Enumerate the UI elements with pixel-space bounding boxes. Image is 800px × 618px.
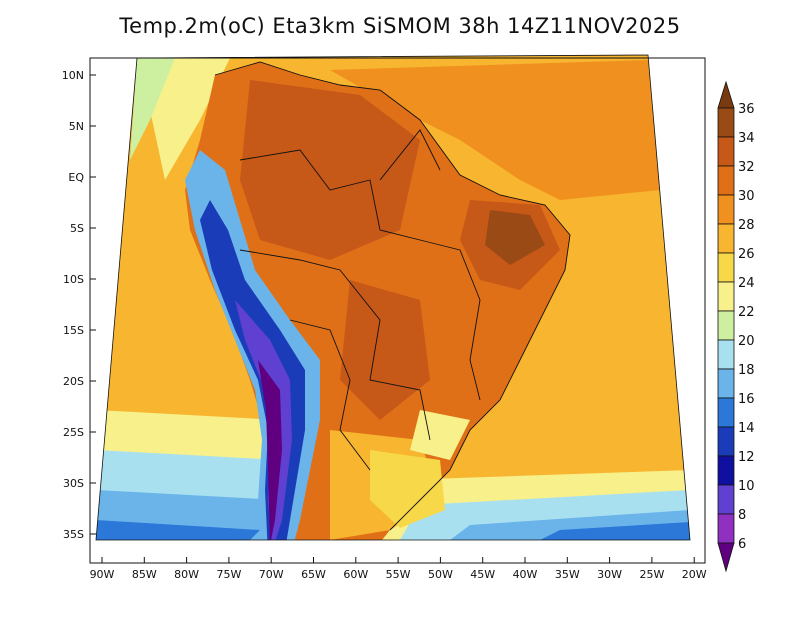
colorbar-label: 34 <box>738 131 755 146</box>
lat-tick-label: EQ <box>68 171 84 184</box>
colorbar-label: 30 <box>738 189 755 204</box>
colorbar-swatch <box>717 310 735 341</box>
colorbar-label: 18 <box>738 363 755 378</box>
lat-tick-label: 10N <box>62 69 84 82</box>
colorbar-label: 6 <box>738 537 746 552</box>
colorbar-min-arrow <box>717 542 735 573</box>
colorbar-label: 28 <box>738 218 755 233</box>
colorbar-swatch <box>717 339 735 370</box>
lon-tick-label: 75W <box>216 568 241 581</box>
colorbar-label: 12 <box>738 450 755 465</box>
colorbar-label: 10 <box>738 479 755 494</box>
map-domain-outline <box>95 54 691 541</box>
colorbar-swatch <box>717 368 735 399</box>
colorbar-swatch <box>717 397 735 428</box>
lon-tick-label: 35W <box>555 568 580 581</box>
latitude-axis: 10N 5N EQ 5S 10S 15S 20S 25S 30S 35S <box>62 69 96 541</box>
colorbar-swatch <box>717 252 735 283</box>
colorbar-swatch <box>717 484 735 515</box>
lat-tick-label: 5N <box>69 120 84 133</box>
lon-tick-label: 30W <box>597 568 622 581</box>
lat-tick-label: 30S <box>63 477 84 490</box>
colorbar-label: 26 <box>738 247 755 262</box>
lon-tick-label: 25W <box>639 568 664 581</box>
colorbar-label: 16 <box>738 392 755 407</box>
colorbar-label: 22 <box>738 305 755 320</box>
lon-tick-label: 70W <box>259 568 284 581</box>
colorbar-swatch <box>717 136 735 167</box>
lon-tick-label: 65W <box>301 568 326 581</box>
colorbar-label: 20 <box>738 334 755 349</box>
longitude-axis: 90W 85W 80W 75W 70W 65W 60W 55W 50W 45W 40W 35W 30W 2… <box>90 557 707 581</box>
lon-tick-label: 80W <box>174 568 199 581</box>
colorbar-label: 36 <box>738 102 755 117</box>
country-borders <box>214 61 571 531</box>
colorbar-label: 24 <box>738 276 755 291</box>
lat-tick-label: 20S <box>63 375 84 388</box>
colorbar-swatch <box>717 455 735 486</box>
colorbar-label: 32 <box>738 160 755 175</box>
colorbar-swatch <box>717 513 735 544</box>
lat-tick-label: 10S <box>63 273 84 286</box>
colorbar-swatch <box>717 223 735 254</box>
lon-tick-label: 85W <box>132 568 157 581</box>
colorbar-swatch <box>717 107 735 138</box>
lon-tick-label: 45W <box>470 568 495 581</box>
lon-tick-label: 40W <box>513 568 538 581</box>
lon-tick-label: 90W <box>90 568 115 581</box>
colorbar-max-arrow <box>717 80 735 109</box>
lon-tick-label: 60W <box>343 568 368 581</box>
lon-tick-label: 20W <box>682 568 707 581</box>
colorbar-swatch <box>717 281 735 312</box>
colorbar-label: 14 <box>738 421 755 436</box>
lon-tick-label: 50W <box>428 568 453 581</box>
lon-tick-label: 55W <box>386 568 411 581</box>
colorbar-swatch <box>717 165 735 196</box>
lat-tick-label: 35S <box>63 528 84 541</box>
lat-tick-label: 5S <box>70 222 84 235</box>
temperature-field <box>96 55 690 540</box>
temperature-colorbar: 36 34 32 30 28 26 24 22 20 18 16 14 12 10 8 6 <box>717 80 755 573</box>
colorbar-swatch <box>717 194 735 225</box>
map-frame <box>89 57 706 564</box>
colorbar-label: 8 <box>738 508 746 523</box>
lat-tick-label: 15S <box>63 324 84 337</box>
map-title: Temp.2m(oC) Eta3km SiSMOM 38h 14Z11NOV20… <box>119 14 681 38</box>
lat-tick-label: 25S <box>63 426 84 439</box>
colorbar-swatch <box>717 426 735 457</box>
